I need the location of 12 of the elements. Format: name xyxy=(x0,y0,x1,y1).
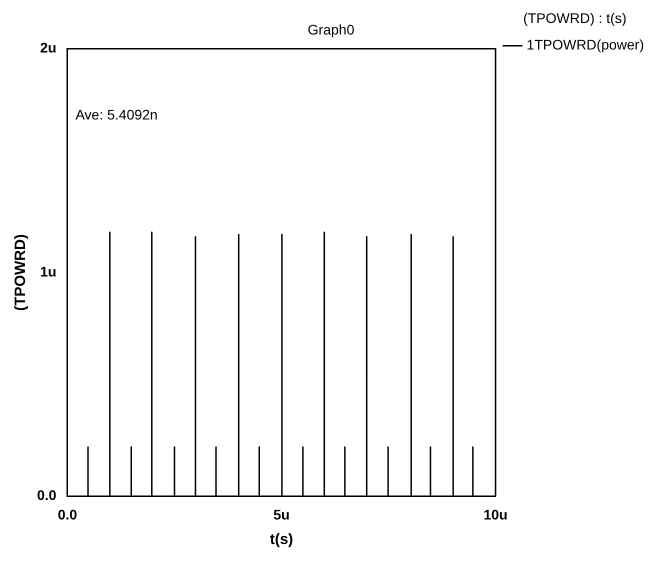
x-tick-label: 5u xyxy=(273,506,290,522)
y-tick-label: 0.0 xyxy=(36,487,57,504)
y-tick-label: 1u xyxy=(40,263,56,280)
x-tick-label: 10u xyxy=(483,506,508,522)
legend-title: (TPOWRD) : t(s) xyxy=(523,10,626,26)
legend-label: 1TPOWRD(power) xyxy=(526,36,644,53)
annotation: Ave: 5.4092n xyxy=(75,106,158,123)
y-axis-title: (TPOWRD) xyxy=(12,234,30,311)
y-tick-label: 2u xyxy=(40,40,56,56)
x-tick-label: 0.0 xyxy=(58,506,78,522)
x-axis-title: t(s) xyxy=(270,531,294,548)
chart-title: Graph0 xyxy=(308,21,355,38)
